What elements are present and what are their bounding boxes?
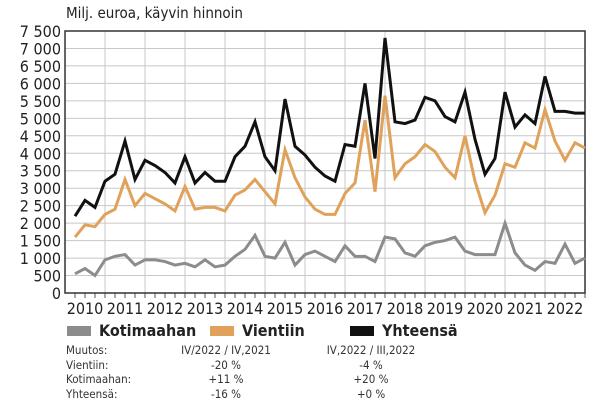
change-row: Vientiin: -20 % -4 % bbox=[66, 358, 446, 373]
row-label: Vientiin: bbox=[66, 357, 109, 372]
legend-vientiin: Vientiin bbox=[210, 321, 305, 340]
x-tick-label: 2022 bbox=[547, 299, 584, 318]
y-tick-label: 7 000 bbox=[20, 39, 61, 58]
series-line-yhteensa bbox=[73, 37, 585, 217]
y-tick-label: 1 000 bbox=[20, 249, 61, 268]
y-tick-label: 7 500 bbox=[20, 22, 61, 41]
legend-label: Kotimaahan bbox=[99, 321, 197, 340]
legend-swatch bbox=[67, 325, 91, 336]
y-tick-label: 2 500 bbox=[20, 197, 61, 216]
x-tick-label: 2012 bbox=[147, 299, 184, 318]
change-table: Muutos: IV/2022 / IV,2021 IV,2022 / III,… bbox=[66, 343, 446, 401]
row-value: +11 % bbox=[208, 372, 244, 386]
legend-label: Vientiin bbox=[242, 321, 305, 340]
plot-frame bbox=[64, 30, 586, 294]
header-cell: IV/2022 / IV,2021 bbox=[181, 343, 271, 357]
chart-title: Milj. euroa, käyvin hinnoin bbox=[66, 4, 243, 22]
y-tick-label: 4 000 bbox=[20, 144, 61, 163]
x-tick-label: 2015 bbox=[267, 299, 304, 318]
y-tick-label: 2 000 bbox=[20, 214, 61, 233]
x-tick-label: 2014 bbox=[227, 299, 264, 318]
change-row: Yhteensä: -16 % +0 % bbox=[66, 387, 446, 402]
x-tick-label: 2020 bbox=[467, 299, 504, 318]
y-tick-label: 1 500 bbox=[20, 232, 61, 251]
row-label: Yhteensä: bbox=[66, 386, 118, 401]
header-cell: IV,2022 / III,2022 bbox=[326, 343, 416, 357]
legend-kotimaahan: Kotimaahan bbox=[67, 321, 196, 340]
row-value: +20 % bbox=[353, 372, 389, 386]
row-value: -16 % bbox=[210, 386, 241, 401]
x-tick-label: 2011 bbox=[107, 299, 144, 318]
row-value: -20 % bbox=[210, 357, 241, 372]
y-tick-label: 3 500 bbox=[20, 162, 61, 181]
y-tick-label: 5 000 bbox=[20, 109, 61, 128]
series-line-kotimaahan bbox=[74, 218, 586, 278]
x-tick-label: 2018 bbox=[387, 299, 424, 318]
y-tick-label: 5 500 bbox=[20, 92, 61, 111]
x-tick-label: 2016 bbox=[307, 299, 344, 318]
row-value: +0 % bbox=[356, 386, 386, 401]
y-tick-label: 4 500 bbox=[20, 127, 61, 146]
x-tick-label: 2019 bbox=[427, 299, 464, 318]
change-row: Kotimaahan: +11 % +20 % bbox=[66, 372, 446, 387]
x-tick-label: 2013 bbox=[187, 299, 224, 318]
change-header: Muutos: IV/2022 / IV,2021 IV,2022 / III,… bbox=[66, 343, 446, 358]
y-tick-label: 3 000 bbox=[20, 179, 61, 198]
series-line-vientiin bbox=[73, 95, 586, 239]
row-label: Kotimaahan: bbox=[66, 372, 132, 386]
y-tick-label: 500 bbox=[34, 267, 61, 286]
legend-swatch bbox=[350, 325, 374, 336]
legend-label: Yhteensä bbox=[382, 321, 458, 340]
row-value: -4 % bbox=[359, 357, 383, 372]
y-tick-label: 6 000 bbox=[20, 74, 61, 93]
y-tick-label: 6 500 bbox=[20, 57, 61, 76]
legend-swatch bbox=[210, 325, 234, 336]
header-cell: Muutos: bbox=[66, 343, 108, 357]
y-tick-label: 0 bbox=[52, 284, 61, 303]
x-tick-label: 2017 bbox=[347, 299, 384, 318]
x-tick-label: 2021 bbox=[507, 299, 544, 318]
x-tick-label: 2010 bbox=[67, 299, 104, 318]
legend-yhteensa: Yhteensä bbox=[350, 321, 458, 340]
